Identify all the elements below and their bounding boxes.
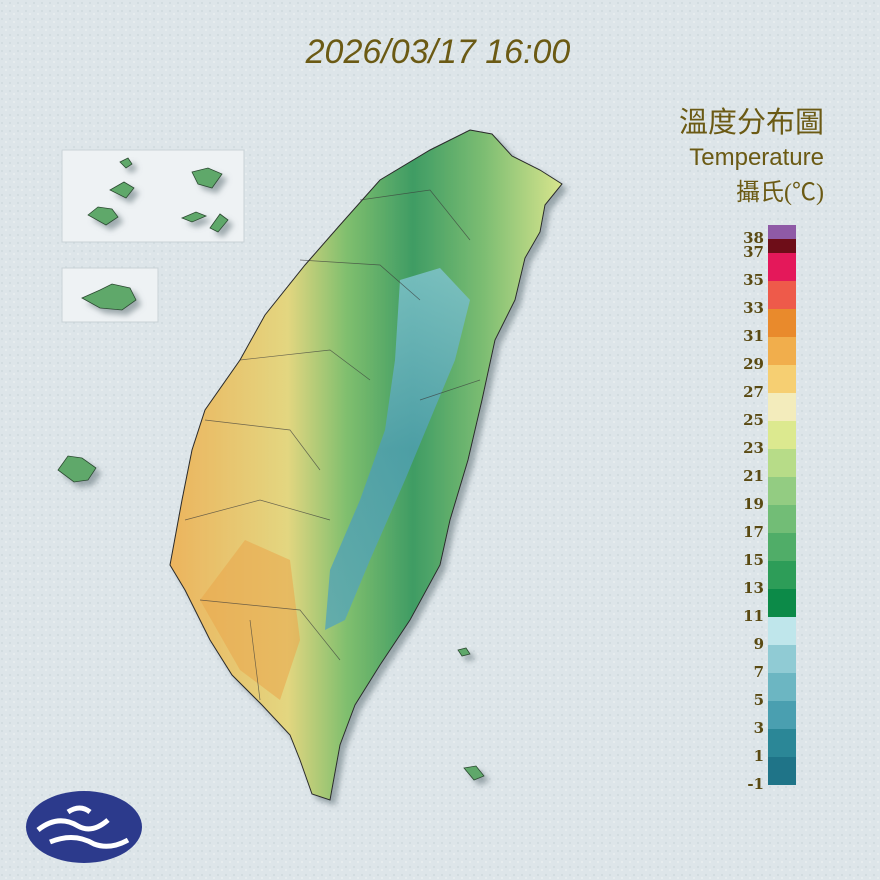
colorbar-segment: [768, 225, 796, 239]
colorbar-segment: [768, 309, 796, 337]
colorbar-tick-label: 17: [743, 523, 764, 541]
colorbar-tick-label: 5: [754, 691, 764, 709]
colorbar-segment: [768, 673, 796, 701]
colorbar-tick-label: 15: [743, 551, 764, 569]
colorbar-segment: [768, 449, 796, 477]
colorbar-tick-label: 3: [754, 719, 764, 737]
central-mountains: [325, 268, 470, 630]
colorbar-segment: [768, 365, 796, 393]
colorbar-segment: [768, 281, 796, 309]
colorbar-tick-label: 13: [743, 579, 764, 597]
colorbar-tick-label: 25: [743, 411, 764, 429]
colorbar-segment: [768, 645, 796, 673]
colorbar-segment: [768, 477, 796, 505]
colorbar-segment: [768, 253, 796, 281]
colorbar-segment: [768, 505, 796, 533]
colorbar-segment: [768, 757, 796, 785]
colorbar-segment: [768, 337, 796, 365]
colorbar-tick-label: 37: [743, 243, 764, 261]
colorbar-segment: [768, 617, 796, 645]
datetime: 2026/03/17 16:00: [305, 33, 571, 71]
colorbar-tick-label: 33: [743, 299, 764, 317]
colorbar-segment: [768, 239, 796, 253]
colorbar-tick-label: 19: [743, 495, 764, 513]
colorbar-tick-label: 29: [743, 355, 764, 373]
colorbar-segment: [768, 393, 796, 421]
colorbar-tick-label: 21: [743, 467, 764, 485]
islands: [57, 157, 485, 781]
legend-subtitle: Temperature: [689, 144, 824, 171]
colorbar-segment: [768, 533, 796, 561]
colorbar-tick-label: 11: [743, 607, 764, 625]
legend-title: 溫度分布圖: [679, 106, 824, 139]
colorbar-tick-label: -1: [747, 775, 764, 793]
colorbar-tick-label: 35: [743, 271, 764, 289]
legend-unit: 攝氏(℃): [736, 179, 824, 206]
colorbar-tick-label: 27: [743, 383, 764, 401]
colorbar-tick-label: 1: [754, 747, 764, 765]
colorbar-segment: [768, 421, 796, 449]
county-borders: [184, 189, 481, 701]
cwa-logo: [26, 791, 142, 863]
colorbar-segment: [768, 561, 796, 589]
colorbar-tick-label: 9: [754, 635, 764, 653]
colorbar-segment: [768, 729, 796, 757]
colorbar-tick-label: 38: [743, 229, 764, 247]
colorbar-tick-label: 23: [743, 439, 764, 457]
colorbar-tick-label: 31: [743, 327, 764, 345]
colorbar-segment: [768, 589, 796, 617]
colorbar-tick-label: 7: [754, 663, 764, 681]
colorbar-segment: [768, 701, 796, 729]
